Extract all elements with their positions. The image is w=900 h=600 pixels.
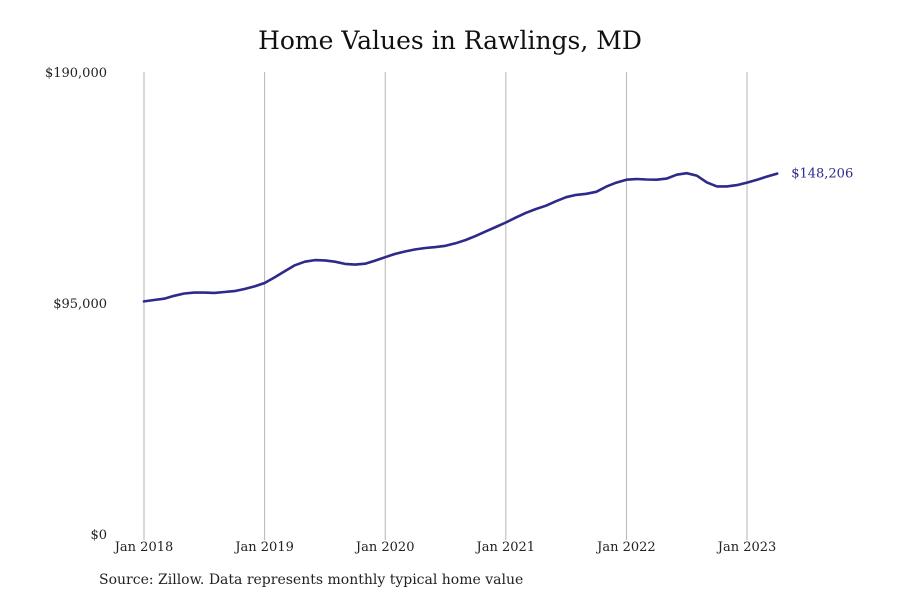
x-tick-label: Jan 2023	[716, 540, 777, 555]
end-value-label: $148,206	[791, 167, 853, 182]
source-note: Source: Zillow. Data represents monthly …	[99, 572, 524, 588]
y-tick-label: $95,000	[53, 297, 107, 312]
x-tick-label: Jan 2022	[595, 540, 656, 555]
y-tick-label: $190,000	[45, 66, 107, 81]
x-tick-label: Jan 2018	[113, 540, 174, 555]
x-tick-label: Jan 2019	[233, 540, 294, 555]
x-tick-label: Jan 2021	[475, 540, 536, 555]
y-tick-label: $0	[90, 528, 107, 543]
chart-title: Home Values in Rawlings, MD	[258, 26, 642, 55]
series-line	[142, 171, 779, 303]
x-tick-label: Jan 2020	[354, 540, 415, 555]
